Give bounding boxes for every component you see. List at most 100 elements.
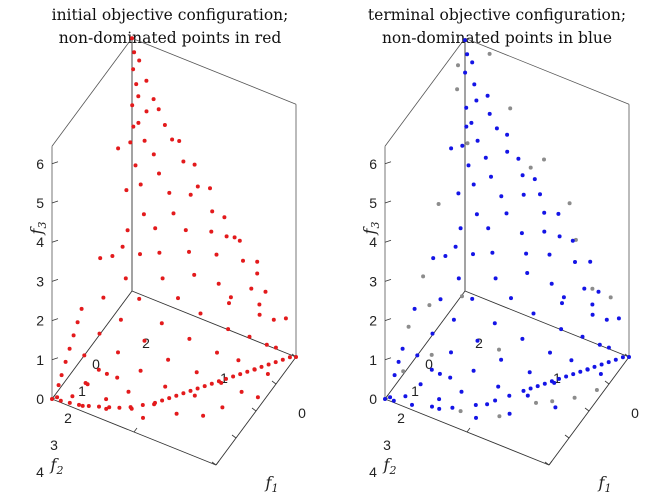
data-point [224,234,229,239]
data-point [144,109,149,114]
data-point [239,389,244,394]
data-point [599,362,604,367]
data-point [487,51,492,56]
data-point [412,306,417,311]
f3-tick-label: 0 [36,391,44,407]
data-point [249,286,254,291]
data-point [163,384,168,389]
data-point [188,388,193,393]
data-point [183,228,188,233]
data-point [580,334,585,339]
axis-edge-bottom-f2 [384,290,466,400]
f3-axis-label: f3 [27,222,49,236]
axis-edge-top-f2 [51,37,133,147]
f1-tick-mark [548,460,553,466]
data-point [557,234,562,239]
data-point [263,289,268,294]
f2-tick-mark [604,380,610,385]
data-point [209,381,214,386]
data-point [392,373,397,378]
data-point [627,355,631,359]
data-point [531,311,536,316]
data-point [499,194,504,199]
data-point [509,296,513,301]
data-point [430,331,435,336]
f1-tick-label: 0 [631,405,639,421]
data-point [485,402,490,407]
data-point [415,353,420,358]
f3-tick-label: 6 [36,156,44,172]
data-point [75,320,80,325]
data-point [162,123,167,127]
data-point [483,155,488,160]
data-point [192,162,197,167]
f3-tick-label: 1 [36,352,44,368]
data-point [493,276,498,281]
axis-edge-top-f1 [131,37,297,105]
series-points [401,51,613,419]
data-point [493,398,498,403]
data-point [55,395,60,400]
data-point [128,405,133,410]
data-point [516,156,521,161]
data-point [97,404,101,409]
data-point [520,336,525,341]
data-point [222,215,227,220]
data-point [456,191,461,196]
series-points [50,36,298,420]
data-point [553,405,558,410]
data-point [133,163,138,168]
data-point [403,394,408,399]
data-point [542,381,547,386]
data-point [195,184,200,189]
data-point [187,249,191,254]
data-point [181,159,186,164]
data-point [464,124,469,129]
data-point [504,211,509,216]
data-point [620,355,625,360]
data-point [507,393,512,398]
data-point [194,370,199,375]
f2-tick-label: 0 [425,356,433,372]
f3-tick-mark [384,318,392,321]
f2-tick-label: 4 [36,464,44,480]
data-point [140,403,145,407]
data-point [542,229,547,234]
data-point [232,235,237,240]
data-point [157,250,162,255]
axis-edge-top-f1 [464,37,630,105]
data-point [464,105,469,110]
data-point [110,254,115,258]
f3-axis-label: f3 [360,222,382,236]
data-point [437,371,442,376]
f3-tick-label: 3 [36,273,44,289]
data-point [427,303,432,308]
data-point [471,252,475,257]
data-point [192,272,197,277]
data-point [252,367,257,372]
data-point [231,374,236,379]
data-point [520,173,525,178]
data-point [470,296,475,301]
data-point [128,140,133,145]
data-point [257,312,262,317]
data-point [141,212,146,217]
f3-tick-mark [384,200,392,204]
f3-tick-mark [51,239,59,243]
data-point [273,345,278,350]
data-point [487,111,492,116]
data-point [227,301,231,306]
data-point [209,229,214,234]
data-point [259,364,264,369]
data-point [116,146,121,151]
data-point [567,201,572,206]
data-point [585,367,590,372]
f3-tick-label: 2 [369,313,377,329]
data-point [187,336,192,341]
data-point [156,107,161,112]
data-point [606,360,611,365]
data-point [429,367,434,372]
f3-tick-mark [51,279,59,282]
data-point [471,182,476,187]
